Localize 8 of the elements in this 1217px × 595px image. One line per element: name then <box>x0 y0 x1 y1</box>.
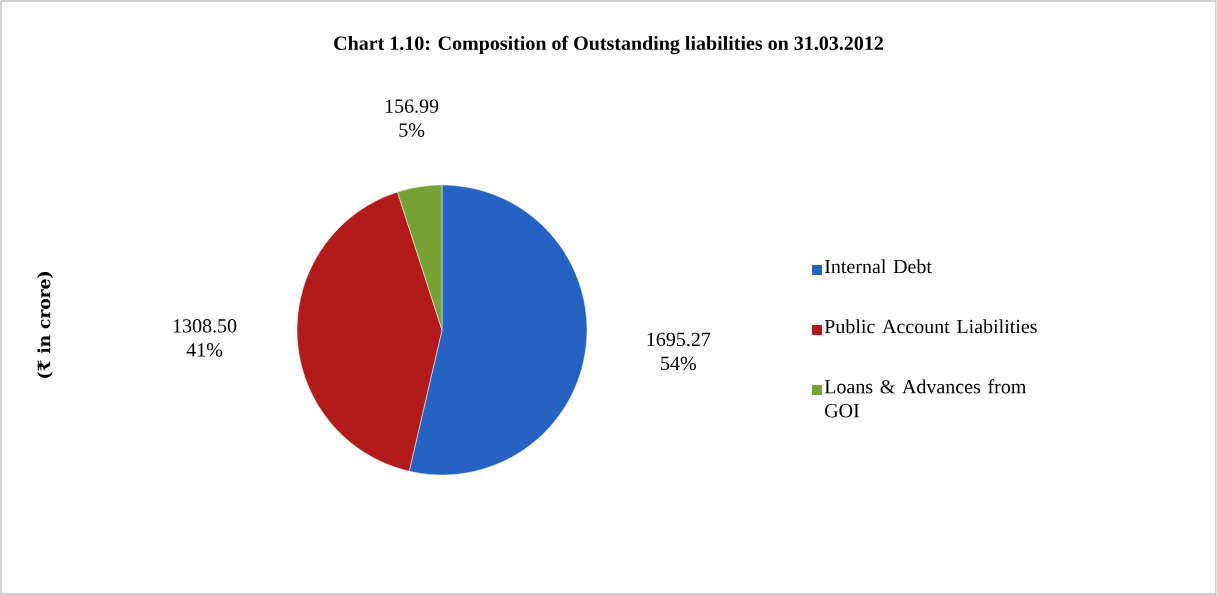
text: (₹ in crore) <box>37 272 53 378</box>
data-label: 1695.27 54% <box>647 332 711 371</box>
chart-title: Chart 1.10: Composition of Outstanding liabilities on 31.03.2012 <box>334 35 883 55</box>
data-label: 1308.50 41% <box>173 319 237 357</box>
legend-label: Loans & Advances from GOI <box>824 379 1027 418</box>
legend-label: Public Account Liabilities <box>824 319 1037 334</box>
data-label: 156.99 5% <box>385 99 439 137</box>
legend-label: Internal Debt <box>824 259 932 274</box>
